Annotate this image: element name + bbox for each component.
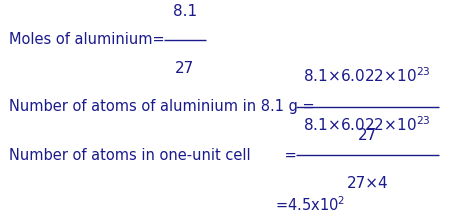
Text: 27×4: 27×4 — [346, 176, 388, 192]
Text: Moles of aluminium=: Moles of aluminium= — [9, 32, 170, 48]
Text: 8.1: 8.1 — [173, 4, 197, 19]
Text: 8.1×6.022×10$^{23}$: 8.1×6.022×10$^{23}$ — [304, 116, 431, 134]
Text: 8.1×6.022×10$^{23}$: 8.1×6.022×10$^{23}$ — [304, 67, 431, 85]
Text: =4.5x10$^{2}$: =4.5x10$^{2}$ — [275, 195, 345, 214]
Text: Number of atoms of aluminium in 8.1 g =: Number of atoms of aluminium in 8.1 g = — [9, 99, 320, 114]
Text: 27: 27 — [175, 61, 195, 76]
Text: Number of atoms in one-unit cell: Number of atoms in one-unit cell — [9, 148, 251, 163]
Text: 27: 27 — [358, 128, 377, 143]
Text: =: = — [280, 148, 301, 163]
